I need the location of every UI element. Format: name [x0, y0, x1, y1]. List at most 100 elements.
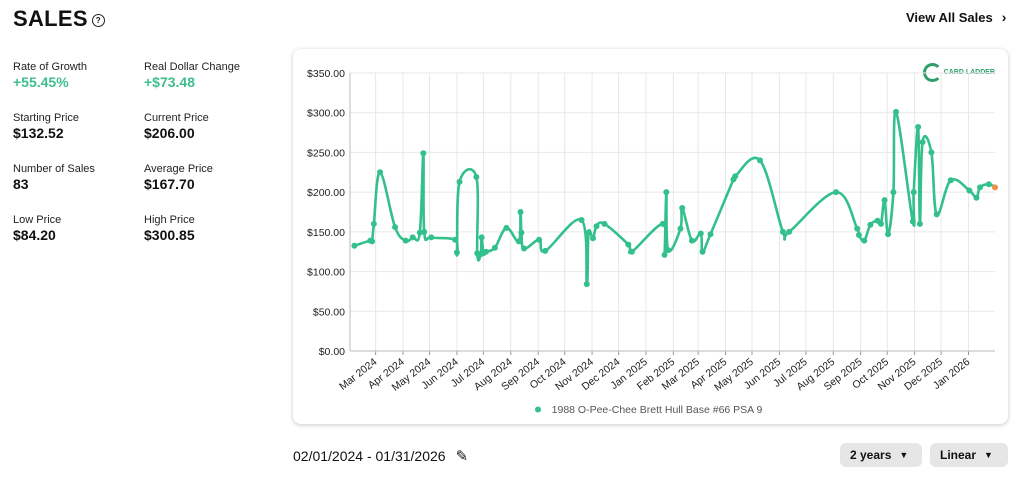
sale-point — [756, 157, 763, 164]
sale-point — [351, 242, 358, 249]
sale-point — [542, 247, 549, 254]
sale-point — [628, 248, 635, 255]
pencil-icon[interactable]: ✎ — [455, 448, 469, 465]
sales-line-chart[interactable]: $0.00 $50.00 $100.00 $150.00 $200.00 $250.00 $… — [293, 49, 1008, 424]
sale-point — [392, 224, 399, 231]
date-range-label: 02/01/2024 - 01/31/2026 — [293, 448, 446, 464]
sale-point — [663, 189, 670, 196]
y-tick-label: $300.00 — [307, 108, 345, 120]
sale-point — [910, 189, 917, 196]
page-title: SALES ? — [13, 6, 105, 32]
stat-value: $300.85 — [144, 227, 195, 243]
sale-point — [677, 225, 684, 232]
sale-point — [688, 237, 695, 244]
sale-point — [665, 247, 672, 254]
scale-dropdown[interactable]: Linear ▼ — [930, 443, 1008, 467]
sale-point — [786, 228, 793, 235]
stat-value: $167.70 — [144, 176, 195, 192]
stat-value: $206.00 — [144, 125, 195, 141]
sale-point — [947, 177, 954, 184]
sale-point — [601, 220, 608, 227]
sale-point — [919, 139, 926, 146]
sale-point — [973, 194, 980, 201]
sale-point — [985, 181, 992, 188]
y-tick-label: $150.00 — [307, 227, 345, 239]
sale-point — [928, 149, 935, 156]
series-line — [353, 110, 997, 286]
sale-point — [456, 178, 463, 185]
sale-point — [593, 223, 600, 230]
sale-point — [518, 229, 525, 236]
sale-point — [521, 245, 528, 252]
stat-value: +$73.48 — [144, 74, 195, 90]
sale-point — [779, 228, 786, 235]
sale-point — [881, 197, 888, 204]
stat-label: Rate of Growth — [13, 61, 87, 73]
stat-value: 83 — [13, 176, 29, 192]
stat-label: Number of Sales — [13, 163, 95, 175]
chart-card: CARD LADDER $0.00$50.00$100.00$150.00$20… — [293, 49, 1008, 424]
y-tick-label: $250.00 — [307, 147, 345, 159]
sale-point — [536, 236, 543, 243]
scale-dropdown-label: Linear — [940, 448, 977, 462]
sale-point — [661, 251, 668, 258]
sale-point — [966, 187, 973, 194]
help-icon[interactable]: ? — [91, 13, 105, 27]
sale-point — [732, 173, 739, 180]
sale-point — [625, 241, 632, 248]
sale-point — [453, 249, 460, 256]
stat-rate-of-growth: Rate of Growth +55.45% — [13, 61, 87, 90]
stat-number-of-sales: Number of Sales 83 — [13, 163, 95, 192]
legend-marker — [535, 406, 541, 413]
sale-point — [909, 218, 916, 225]
sale-point — [420, 150, 427, 157]
sale-point — [377, 169, 384, 176]
period-dropdown[interactable]: 2 years ▼ — [840, 443, 922, 467]
sale-point — [699, 248, 706, 255]
sale-point — [893, 108, 900, 115]
y-tick-label: $0.00 — [319, 346, 345, 358]
sale-point — [707, 231, 714, 238]
y-tick-label: $350.00 — [307, 68, 345, 80]
sale-point — [878, 220, 885, 227]
chevron-right-icon: › — [1001, 9, 1007, 25]
sale-point — [589, 235, 596, 242]
sale-point — [659, 220, 666, 227]
sale-point — [697, 230, 704, 237]
sale-point — [491, 244, 498, 251]
sale-point — [885, 231, 892, 238]
sale-point — [402, 237, 409, 244]
sale-point — [452, 236, 459, 243]
y-tick-label: $50.00 — [313, 306, 345, 318]
sale-point — [679, 205, 686, 212]
date-range: 02/01/2024 - 01/31/2026 ✎ — [293, 447, 468, 465]
sale-point — [483, 248, 490, 255]
sale-point — [478, 234, 485, 241]
stat-value: $84.20 — [13, 227, 56, 243]
sale-point — [890, 189, 897, 196]
stat-label: Low Price — [13, 214, 62, 226]
period-dropdown-label: 2 years — [850, 448, 892, 462]
sale-point — [369, 238, 376, 245]
sale-point — [421, 228, 428, 235]
sale-point — [976, 184, 983, 191]
sales-title: SALES — [13, 6, 88, 31]
sale-point — [855, 232, 862, 239]
sale-point — [370, 220, 377, 227]
view-all-sales-link[interactable]: View All Sales › — [906, 9, 1006, 25]
sale-point — [933, 211, 940, 218]
sale-point — [585, 229, 592, 236]
stat-label: Starting Price — [13, 112, 80, 124]
last-sale-point — [992, 184, 998, 191]
stat-real-dollar-change: Real Dollar Change +$73.48 — [144, 61, 240, 90]
stat-high-price: High Price $300.85 — [144, 214, 195, 243]
y-tick-label: $200.00 — [307, 187, 345, 199]
stat-low-price: Low Price $84.20 — [13, 214, 61, 243]
view-all-sales-label: View All Sales — [906, 9, 993, 25]
sale-point — [428, 234, 435, 241]
stat-label: Average Price — [144, 163, 213, 175]
caret-down-icon: ▼ — [899, 450, 909, 460]
sale-point — [503, 224, 510, 231]
caret-down-icon: ▼ — [984, 450, 993, 460]
legend-label: 1988 O-Pee-Chee Brett Hull Base #66 PSA … — [552, 404, 763, 416]
